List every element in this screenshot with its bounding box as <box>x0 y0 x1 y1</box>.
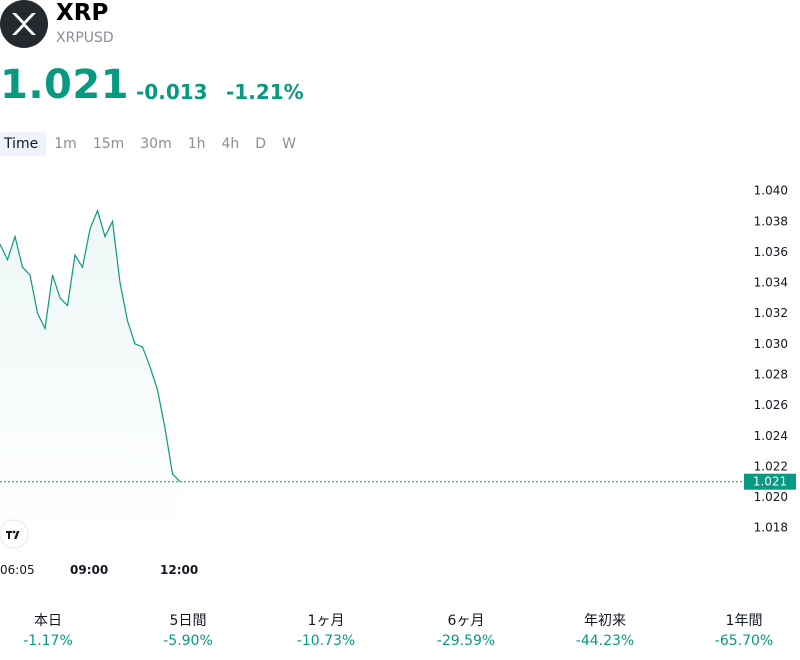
perf-value: -65.70% <box>714 633 774 649</box>
symbol-name: XRP <box>56 0 109 26</box>
perf-value: -1.17% <box>23 633 73 649</box>
current-price: 1.021 <box>0 62 130 108</box>
tab-1h[interactable]: 1h <box>187 136 206 152</box>
y-tick-label: 1.036 <box>754 245 788 259</box>
xrp-logo-icon <box>0 0 48 48</box>
perf-value: -29.59% <box>436 633 496 649</box>
perf-label: 年初来 <box>584 613 626 629</box>
x-tick-label: 06:05 <box>0 563 35 577</box>
y-tick-label: 1.026 <box>754 398 788 412</box>
perf-item-today[interactable]: 本日 -1.17% <box>0 610 98 649</box>
tab-30m[interactable]: 30m <box>140 136 172 152</box>
current-price-tag-label: 1.021 <box>753 475 787 489</box>
x-tick-label: 12:00 <box>160 563 198 577</box>
perf-item-ytd[interactable]: 年初来 -44.23% <box>555 610 655 649</box>
y-tick-label: 1.022 <box>754 459 788 473</box>
y-tick-label: 1.020 <box>754 490 788 504</box>
perf-label: 本日 <box>34 613 62 629</box>
tab-d[interactable]: D <box>255 136 267 152</box>
y-tick-label: 1.034 <box>754 276 788 290</box>
y-tick-label: 1.024 <box>754 429 788 443</box>
current-price-tag <box>744 473 796 490</box>
perf-item-1m[interactable]: 1ヶ月 -10.73% <box>276 610 376 649</box>
tab-15m[interactable]: 15m <box>92 136 125 152</box>
price-line <box>0 208 181 483</box>
perf-item-1y[interactable]: 1年間 -65.70% <box>694 610 794 649</box>
y-tick-label: 1.038 <box>754 214 788 228</box>
perf-label: 5日間 <box>169 613 207 629</box>
ticker-code: XRPUSD <box>56 30 114 46</box>
perf-label: 6ヶ月 <box>447 613 485 629</box>
perf-value: -5.90% <box>163 633 213 649</box>
perf-label: 1年間 <box>725 613 763 629</box>
y-tick-label: 1.018 <box>754 521 788 535</box>
y-tick-label: 1.040 <box>754 184 788 198</box>
y-tick-label: 1.032 <box>754 306 788 320</box>
tab-1m[interactable]: 1m <box>54 136 77 152</box>
perf-value: -10.73% <box>296 633 356 649</box>
tradingview-logo-icon[interactable] <box>0 519 29 549</box>
x-tick-label: 09:00 <box>70 563 108 577</box>
perf-item-6m[interactable]: 6ヶ月 -29.59% <box>416 610 516 649</box>
perf-label: 1ヶ月 <box>307 613 345 629</box>
price-change-percent: -1.21% <box>226 80 304 104</box>
perf-value: -44.23% <box>575 633 635 649</box>
perf-item-5d[interactable]: 5日間 -5.90% <box>138 610 238 649</box>
tab-w[interactable]: W <box>282 136 296 152</box>
tab-4h[interactable]: 4h <box>221 136 240 152</box>
price-change-absolute: -0.013 <box>136 80 208 104</box>
price-chart[interactable]: 1.021 1.040 1.038 1.036 1.034 1.032 1.030 1.02… <box>0 160 800 590</box>
tab-time[interactable]: Time <box>0 132 47 156</box>
y-tick-label: 1.028 <box>754 367 788 381</box>
y-tick-label: 1.030 <box>754 337 788 351</box>
timeframe-tabs: Time 1m 15m 30m 1h 4h D W <box>0 132 304 156</box>
price-area-fill <box>0 210 180 543</box>
